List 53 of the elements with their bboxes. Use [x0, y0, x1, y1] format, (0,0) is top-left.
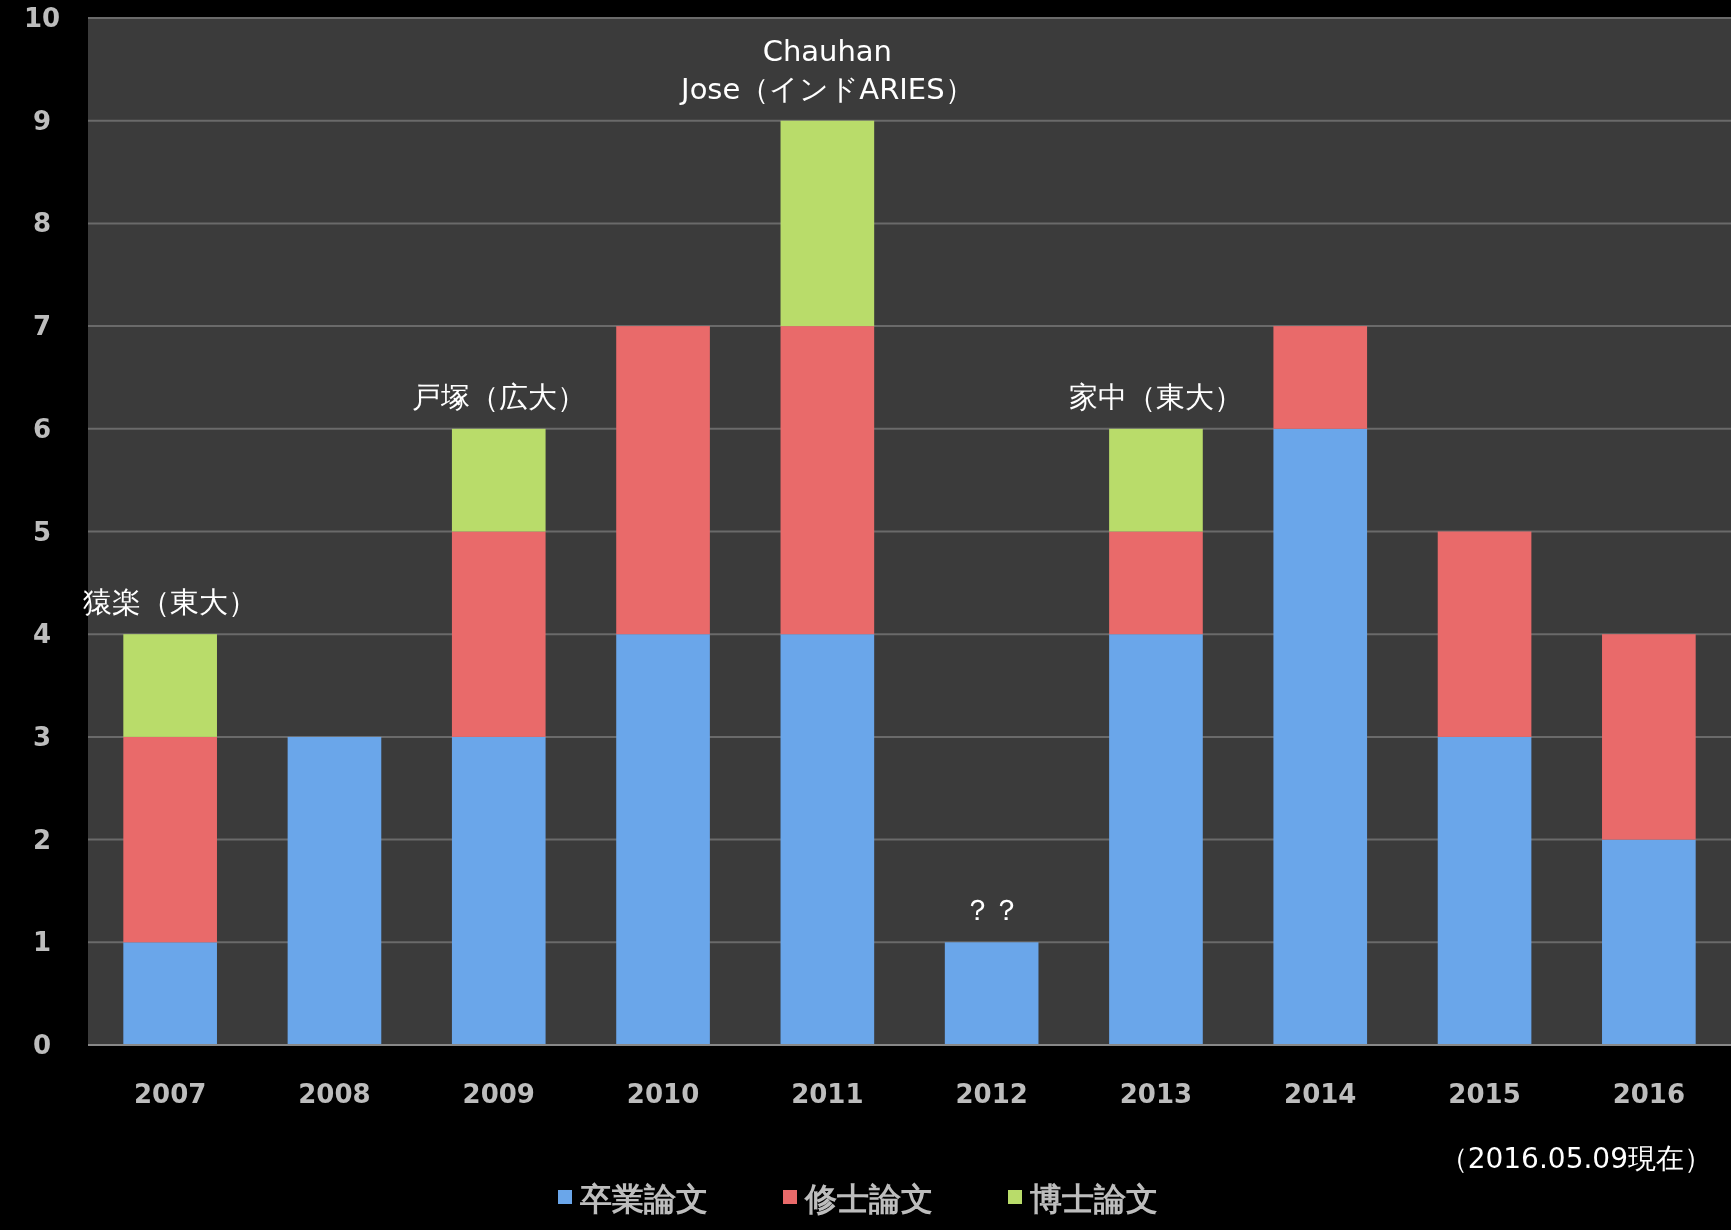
y-tick-label: 8: [32, 208, 52, 239]
x-tick-label: 2012: [955, 1079, 1028, 1109]
annotation: ？？: [962, 893, 1021, 928]
x-tick-label: 2013: [1119, 1079, 1193, 1109]
x-tick-label: 2015: [1448, 1079, 1521, 1109]
bar: [780, 634, 875, 1045]
bar: [1109, 531, 1203, 635]
bar: [287, 736, 382, 1045]
y-tick-label: 10: [23, 3, 61, 33]
bar: [780, 326, 875, 635]
y-tick-label: 9: [32, 105, 52, 136]
bar: [1273, 428, 1368, 1045]
annotation: Jose（インドARIES）: [679, 71, 974, 106]
annotation: 猿楽（東大）: [83, 585, 258, 620]
bar: [451, 428, 546, 532]
y-tick-label: 5: [32, 516, 52, 547]
text: （2016.05.09現在）: [1439, 1142, 1712, 1175]
bar: [944, 942, 1039, 1045]
x-tick-label: 2014: [1284, 1079, 1357, 1109]
y-tick-label: 2: [32, 824, 52, 855]
x-tick-label: 2011: [791, 1079, 864, 1109]
bar: [1437, 736, 1532, 1045]
x-tick-label: 2009: [462, 1079, 535, 1109]
bar: [1602, 634, 1696, 840]
bar: [616, 326, 710, 635]
legend-label: 卒業論文: [579, 1180, 708, 1218]
y-tick-label: 7: [32, 311, 52, 342]
x-tick-label: 2010: [626, 1079, 700, 1109]
annotation: Chauhan: [762, 33, 893, 68]
y-tick-label: 0: [32, 1030, 52, 1060]
bar: [123, 736, 217, 943]
bar: [780, 120, 875, 327]
y-tick-label: 3: [32, 721, 52, 752]
bar: [616, 634, 710, 1045]
annotation: 戸塚（広大）: [411, 379, 586, 414]
bar: [1109, 428, 1203, 532]
x-tick-label: 2007: [133, 1079, 207, 1109]
bar: [1109, 634, 1203, 1045]
legend-label: 修士論文: [804, 1180, 933, 1218]
bar: [451, 736, 546, 1045]
bar: [123, 634, 217, 737]
bar: [451, 531, 546, 737]
y-tick-label: 1: [32, 927, 52, 958]
y-tick-label: 6: [32, 413, 52, 444]
x-tick-label: 2008: [298, 1079, 371, 1109]
bar: [123, 942, 217, 1045]
bar: [1437, 531, 1532, 737]
x-tick-label: 2016: [1612, 1079, 1686, 1109]
annotation: 家中（東大）: [1068, 379, 1243, 414]
bar: [1273, 326, 1368, 429]
y-tick-label: 4: [32, 619, 52, 650]
legend-label: 博士論文: [1030, 1180, 1158, 1218]
bar: [1602, 839, 1696, 1045]
